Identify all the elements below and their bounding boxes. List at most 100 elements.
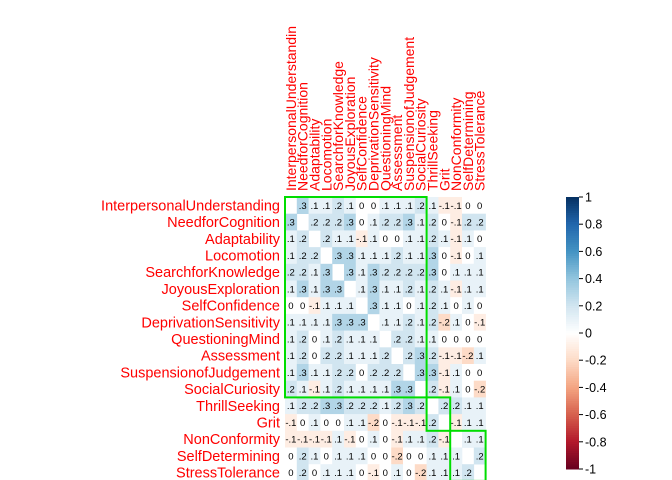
colorbar-segment (566, 203, 579, 207)
cell-value-label: 0 (288, 451, 293, 462)
cell-value-label: 0 (371, 201, 376, 212)
cell-value-label: .2 (381, 368, 389, 379)
cell-value-label: .3 (299, 201, 307, 212)
colorbar-segment (566, 265, 579, 268)
heatmap-cell (285, 380, 298, 398)
cell-value-label: .2 (476, 217, 484, 228)
colorbar-tick-label: 0 (585, 327, 592, 341)
row-label: InterpersonalUnderstanding (101, 198, 280, 214)
cell-value-label: .1 (311, 451, 319, 462)
row-label: StressTolerance (176, 466, 280, 480)
cell-value-label: .1 (417, 217, 425, 228)
heatmap-cell (320, 414, 333, 432)
heatmap-cell (473, 197, 486, 214)
cell-value-label: -.1 (439, 351, 450, 362)
heatmap-cell (332, 213, 345, 231)
colorbar-segment (566, 357, 579, 361)
heatmap-cell (426, 197, 439, 214)
heatmap-cell (403, 397, 416, 415)
cell-value-label: .2 (287, 384, 295, 395)
heatmap-cell (462, 247, 475, 265)
heatmap-cell (391, 447, 404, 465)
cell-value-label: .3 (322, 401, 330, 412)
column-label: SearchforKnowledge (330, 61, 346, 191)
cell-value-label: .1 (440, 468, 448, 479)
cell-value-label: 0 (324, 451, 329, 462)
row-label: SocialCuriosity (184, 382, 281, 398)
heatmap-cell (320, 313, 333, 331)
heatmap-cell (332, 397, 345, 415)
colorbar-segment (566, 303, 579, 307)
heatmap-cell (285, 414, 298, 432)
colorbar-segment (566, 362, 579, 366)
cell-value-label: .1 (381, 401, 389, 412)
heatmap-cell (462, 280, 475, 298)
colorbar-segment (566, 441, 579, 445)
cell-value-label: -.1 (439, 201, 450, 212)
heatmap-cell (320, 464, 333, 480)
cell-value-label: .3 (429, 368, 437, 379)
colorbar-segment (566, 255, 579, 259)
colorbar-segment (566, 317, 579, 320)
heatmap-cell (296, 297, 309, 315)
cell-value-label: 0 (465, 334, 470, 345)
colorbar-segment (566, 249, 579, 252)
heatmap-cell (414, 347, 427, 365)
heatmap-cell (355, 213, 368, 231)
heatmap-cell (414, 213, 427, 231)
cell-value-label: .1 (358, 268, 366, 279)
cell-value-label: -.1 (356, 234, 367, 245)
cell-value-label: 0 (442, 334, 447, 345)
cell-value-label: .1 (417, 251, 425, 262)
heatmap-cell (426, 447, 439, 465)
heatmap-cell (285, 247, 298, 265)
cell-value-label: .1 (452, 384, 460, 395)
colorbar-segment (566, 283, 579, 286)
cell-value-label: -.1 (392, 435, 403, 446)
heatmap-cell (438, 464, 451, 480)
cell-value-label: .2 (334, 201, 342, 212)
heatmap-cell (285, 447, 298, 465)
row-label: ThrillSeeking (196, 399, 280, 415)
cell-value-label: .1 (287, 334, 295, 345)
heatmap-cell (403, 230, 416, 248)
cell-value-label: .2 (311, 217, 319, 228)
heatmap-cell (367, 297, 380, 315)
heatmap-cell (426, 364, 439, 381)
cell-value-label: .2 (370, 368, 378, 379)
colorbar-segment (566, 244, 579, 248)
colorbar-segment (566, 396, 579, 400)
cell-value-label: .3 (370, 284, 378, 295)
column-label: InterpersonalUnderstandin (283, 26, 299, 191)
colorbar-segment (566, 294, 579, 298)
heatmap-cell (403, 263, 416, 281)
colorbar-segment (566, 328, 579, 332)
cell-value-label: .1 (287, 401, 295, 412)
colorbar-segment (566, 299, 579, 302)
heatmap-cell (320, 430, 333, 448)
heatmap-cell (332, 247, 345, 265)
heatmap-cell (296, 464, 309, 480)
cell-value-label: .1 (322, 201, 330, 212)
cluster-box (449, 429, 487, 480)
colorbar-segment (566, 398, 579, 402)
colorbar-segment (566, 262, 579, 266)
heatmap-cell (450, 247, 463, 265)
cell-value-label: 0 (477, 234, 482, 245)
cell-value-label: .1 (464, 301, 472, 312)
heatmap-cell (426, 380, 439, 398)
colorbar-segment (566, 258, 579, 261)
heatmap-cell (296, 313, 309, 331)
heatmap-cell (344, 414, 357, 432)
heatmap-cell (355, 380, 368, 398)
colorbar-segment (566, 312, 579, 316)
heatmap-cell (403, 447, 416, 465)
cell-value-label: 0 (288, 468, 293, 479)
heatmap-cell (426, 297, 439, 315)
heatmap-cell (473, 380, 486, 398)
heatmap-cell (308, 330, 321, 348)
heatmap-cell (285, 347, 298, 365)
cell-value-label: 0 (312, 351, 317, 362)
colorbar-segment (566, 333, 579, 336)
colorbar-segment (566, 233, 579, 237)
